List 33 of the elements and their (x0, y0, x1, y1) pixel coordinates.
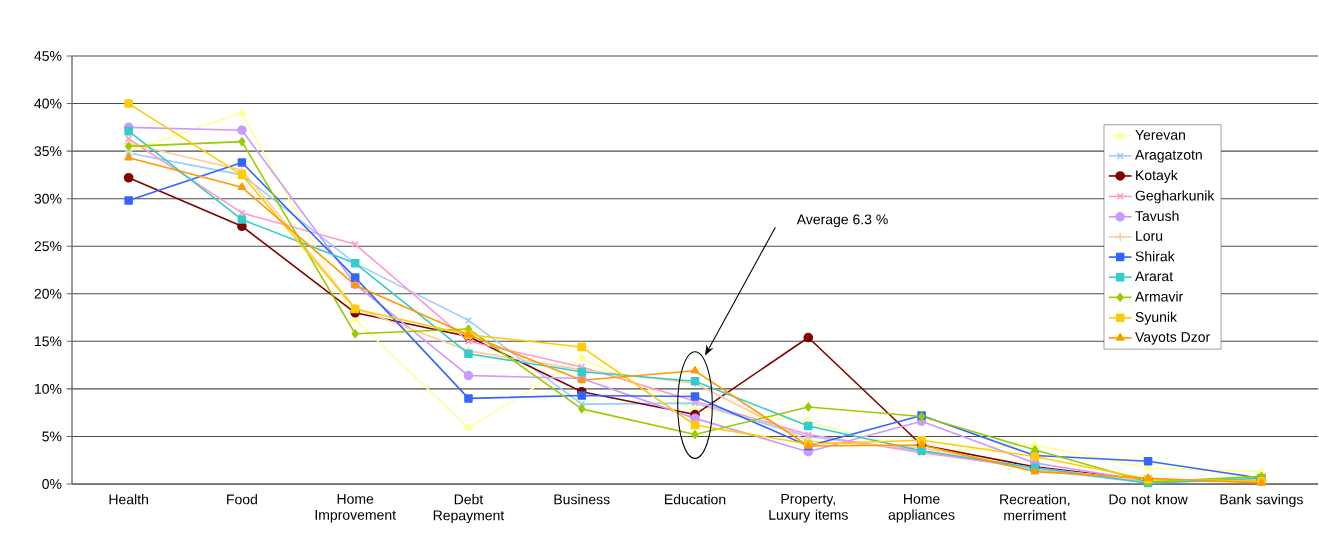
y-tick-label: 5% (42, 431, 62, 442)
y-tick-label: 15% (35, 336, 62, 347)
y-tick-label: 25% (34, 241, 62, 252)
y-tick-label: 10% (35, 383, 62, 394)
x-tick-label: Debt Repayment (433, 494, 505, 524)
x-tick-label: Do not know (1109, 494, 1188, 505)
x-tick-label: Health (109, 494, 148, 505)
x-tick-label: Recreation, merriment (1000, 494, 1070, 521)
x-tick-label: Home appliances (888, 494, 955, 523)
legend-label: Aragatzotn (1135, 149, 1202, 163)
legend-label: Armavir (1135, 291, 1183, 302)
x-tick-label: Property, Luxury items (769, 494, 848, 523)
legend-label: Kotayk (1136, 169, 1178, 183)
x-tick-label: Home Improvement (315, 494, 396, 523)
legend-label: Gegharkunik (1135, 190, 1215, 204)
y-tick-label: 40% (34, 98, 62, 109)
legend-label: Ararat (1135, 271, 1174, 282)
y-tick-label: 45% (34, 51, 62, 61)
legend-label: Syunik (1135, 311, 1178, 325)
y-tick-label: 35% (34, 146, 62, 157)
y-tick-label: 20% (34, 288, 62, 299)
legend-label: Loru (1136, 231, 1163, 241)
x-tick-label: Bank savings (1220, 494, 1303, 508)
x-tick-label: Business (554, 494, 610, 505)
legend-label: Yerevan (1135, 130, 1185, 140)
y-tick-label: 30% (34, 193, 62, 204)
y-tick-label: 0% (42, 479, 62, 489)
annotation: Average 6.3 % (796, 214, 888, 228)
x-tick-label: Food (227, 494, 257, 505)
legend-label: Tavush (1135, 210, 1179, 221)
legend-label: Vayots Dzor (1135, 332, 1210, 345)
legend-label: Shirak (1135, 251, 1175, 262)
x-tick-label: Education (665, 494, 726, 505)
